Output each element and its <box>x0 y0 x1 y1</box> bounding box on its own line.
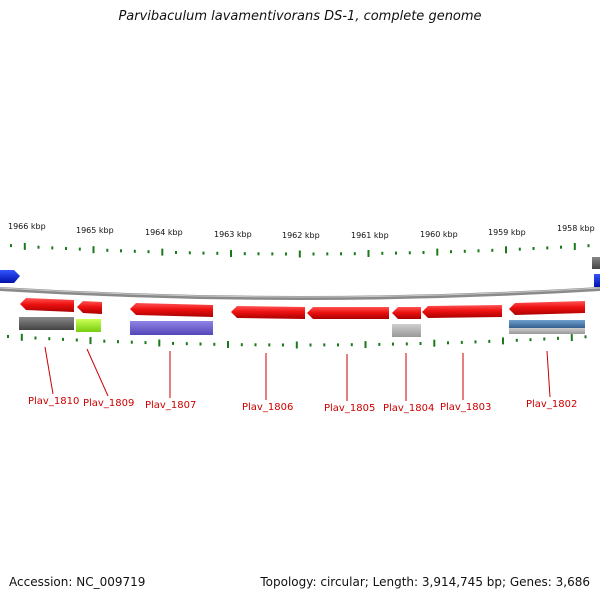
gene-edge-right-blue[interactable] <box>594 274 600 287</box>
gene-label-plav-1805[interactable]: Plav_1805 <box>324 403 375 414</box>
gene-arrow-plav-1810[interactable] <box>20 298 74 312</box>
kbp-label: 1960 kbp <box>420 230 458 239</box>
gene-edge-right-gray[interactable] <box>592 257 600 269</box>
gene-arrow-plav-1805[interactable] <box>307 307 389 319</box>
kbp-label: 1964 kbp <box>145 228 183 237</box>
gene-arrow-plav-1802[interactable] <box>509 301 585 315</box>
leader-line-plav-1802 <box>546 350 551 398</box>
gene-label-plav-1803[interactable]: Plav_1803 <box>440 402 491 413</box>
kbp-label: 1963 kbp <box>214 230 252 239</box>
gene-label-plav-1802[interactable]: Plav_1802 <box>526 399 577 410</box>
feature-bar-lime[interactable] <box>76 319 101 332</box>
upper-tick-row <box>10 242 590 258</box>
gene-arrow-plav-1809[interactable] <box>77 301 102 314</box>
gene-arrow-plav-1803[interactable] <box>422 305 502 318</box>
kbp-label: 1965 kbp <box>76 226 114 235</box>
kbp-label: 1966 kbp <box>8 222 46 231</box>
gene-label-plav-1809[interactable]: Plav_1809 <box>83 398 134 409</box>
feature-bar-lightgray-2[interactable] <box>509 328 585 334</box>
gene-label-plav-1804[interactable]: Plav_1804 <box>383 403 434 414</box>
leader-line-plav-1809 <box>86 348 109 397</box>
kbp-label: 1959 kbp <box>488 228 526 237</box>
gene-arrow-plav-1804[interactable] <box>392 307 421 319</box>
genome-backbone-highlight <box>0 287 600 298</box>
genome-title: Parvibaculum lavamentivorans DS-1, compl… <box>118 9 482 24</box>
feature-bar-steelblue[interactable] <box>509 320 585 328</box>
gene-label-plav-1807[interactable]: Plav_1807 <box>145 400 196 411</box>
kbp-label: 1958 kbp <box>557 224 595 233</box>
gene-label-plav-1810[interactable]: Plav_1810 <box>28 396 79 407</box>
kbp-label: 1962 kbp <box>282 231 320 240</box>
accession-text: Accession: NC_009719 <box>9 575 146 589</box>
feature-bar-lightgray[interactable] <box>392 324 421 337</box>
gene-arrow-plav-1807[interactable] <box>130 303 213 317</box>
gene-label-plav-1806[interactable]: Plav_1806 <box>242 402 293 413</box>
genome-info-text: Topology: circular; Length: 3,914,745 bp… <box>260 575 590 589</box>
genome-backbone <box>0 287 600 300</box>
leader-line-plav-1810 <box>44 346 54 395</box>
gene-arrow-plav-1806[interactable] <box>231 306 305 319</box>
kbp-label: 1961 kbp <box>351 231 389 240</box>
gene-edge-left-blue[interactable] <box>0 270 20 283</box>
feature-bar-gray[interactable] <box>19 317 74 330</box>
feature-bar-purple[interactable] <box>130 321 213 335</box>
lower-tick-row <box>7 333 587 349</box>
